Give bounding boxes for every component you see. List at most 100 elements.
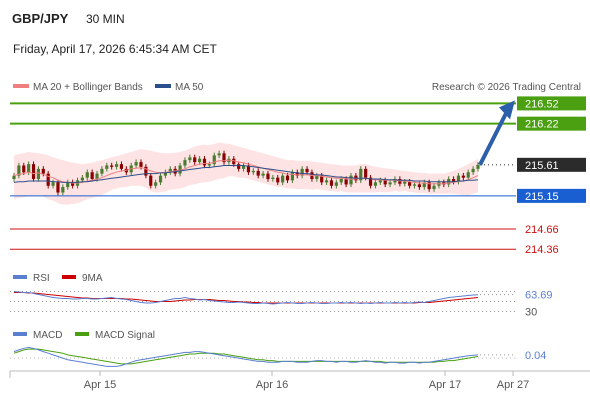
level-label-5: 214.36 bbox=[525, 244, 559, 256]
legend-label-rsi: RSI bbox=[33, 273, 50, 284]
candle-51 bbox=[261, 170, 265, 179]
candle-94 bbox=[471, 166, 475, 175]
candle-37 bbox=[193, 154, 197, 165]
macd-signal-line bbox=[13, 348, 479, 365]
arrow-head bbox=[499, 100, 515, 120]
macd-panel: 0.04 bbox=[10, 346, 546, 367]
price-levels: 216.52 216.22 215.61 215.15 214.66 214.36 bbox=[10, 96, 586, 256]
x-tick-label-3: Apr 27 bbox=[497, 379, 529, 391]
credit-text: Research © 2026 Trading Central bbox=[432, 82, 581, 93]
rsi-level-label-0: 63.69 bbox=[525, 290, 553, 302]
candle-20 bbox=[110, 162, 114, 170]
candle-32 bbox=[168, 166, 172, 175]
candle-42 bbox=[217, 150, 221, 159]
rsi-panel: 63.69 30 bbox=[10, 290, 553, 319]
candle-43 bbox=[222, 150, 226, 165]
moving-averages bbox=[13, 159, 479, 185]
candle-9 bbox=[56, 179, 60, 196]
x-axis-ticks: Apr 15 Apr 16 Apr 17 Apr 27 bbox=[84, 371, 529, 391]
candle-4 bbox=[31, 161, 36, 182]
x-tick-label-0: Apr 15 bbox=[84, 379, 116, 391]
legend-swatch-rsi-ma bbox=[62, 275, 76, 279]
candle-36 bbox=[188, 154, 192, 163]
candle-53 bbox=[271, 174, 275, 182]
candle-69 bbox=[349, 172, 353, 188]
candle-21 bbox=[114, 161, 119, 170]
legend-swatch-rsi bbox=[13, 275, 27, 279]
candle-54 bbox=[276, 174, 280, 186]
candle-11 bbox=[66, 179, 70, 190]
x-tick-label-1: Apr 16 bbox=[256, 379, 288, 391]
candle-58 bbox=[295, 169, 299, 179]
legend-label-macd-signal: MACD Signal bbox=[95, 330, 155, 341]
level-box-1 bbox=[517, 116, 586, 131]
macd-legend: MACD MACD Signal bbox=[13, 330, 155, 341]
macd-line bbox=[13, 346, 479, 367]
legend-swatch-macd-signal bbox=[75, 332, 89, 336]
level-label-0: 216.52 bbox=[525, 98, 559, 110]
candle-27 bbox=[144, 164, 148, 179]
candle-25 bbox=[134, 159, 138, 169]
timeframe-label: 30 MIN bbox=[86, 12, 125, 26]
legend-swatch-ma20 bbox=[13, 84, 29, 88]
legend-swatch-macd bbox=[13, 332, 27, 336]
candle-30 bbox=[158, 172, 163, 186]
candle-15 bbox=[85, 169, 89, 181]
bollinger-fill bbox=[14, 142, 478, 205]
candle-64 bbox=[324, 177, 329, 186]
candle-18 bbox=[100, 166, 104, 177]
level-label-3: 215.15 bbox=[525, 191, 559, 203]
candle-19 bbox=[105, 162, 109, 172]
level-box-0 bbox=[517, 96, 586, 111]
rsi-line bbox=[13, 291, 479, 305]
candle-73 bbox=[368, 174, 373, 189]
candle-7 bbox=[46, 170, 50, 189]
candle-29 bbox=[154, 179, 158, 189]
candle-16 bbox=[90, 169, 94, 182]
candle-8 bbox=[51, 179, 55, 189]
level-label-1: 216.22 bbox=[525, 119, 559, 131]
legend-label-ma20: MA 20 + Bollinger Bands bbox=[33, 82, 143, 93]
candle-95 bbox=[476, 162, 480, 172]
bollinger-band bbox=[14, 142, 478, 205]
candle-22 bbox=[119, 161, 124, 172]
candle-62 bbox=[315, 172, 319, 182]
ma20-line bbox=[13, 159, 479, 185]
candle-91 bbox=[456, 172, 461, 185]
ma50-line bbox=[13, 165, 479, 183]
rsi-legend: RSI 9MA bbox=[13, 273, 103, 284]
candle-48 bbox=[246, 162, 251, 175]
level-label-4: 214.66 bbox=[525, 224, 559, 236]
candle-67 bbox=[339, 176, 343, 186]
legend-swatch-ma50 bbox=[155, 84, 171, 88]
rsi-level-label-1: 30 bbox=[525, 307, 537, 319]
candle-66 bbox=[334, 179, 338, 189]
x-tick-label-2: Apr 17 bbox=[429, 379, 461, 391]
candle-46 bbox=[237, 161, 241, 172]
candle-93 bbox=[466, 169, 470, 181]
candle-38 bbox=[198, 156, 202, 165]
datetime-label: Friday, April 17, 2026 6:45:34 AM CET bbox=[13, 42, 217, 56]
legend-label-ma50: MA 50 bbox=[175, 82, 204, 93]
candle-92 bbox=[461, 172, 465, 181]
candle-35 bbox=[183, 157, 187, 169]
candle-77 bbox=[388, 179, 392, 188]
candle-5 bbox=[36, 166, 41, 182]
candle-55 bbox=[281, 172, 285, 186]
candle-49 bbox=[251, 168, 255, 175]
forecast-arrow bbox=[478, 100, 515, 166]
candle-28 bbox=[149, 172, 153, 189]
candle-47 bbox=[241, 162, 246, 172]
macd-level-label-0: 0.04 bbox=[525, 350, 546, 362]
level-label-2: 215.61 bbox=[525, 160, 559, 172]
level-box-2 bbox=[517, 157, 586, 172]
candle-1 bbox=[17, 162, 21, 179]
candle-10 bbox=[61, 184, 65, 196]
candle-31 bbox=[163, 169, 168, 179]
candle-65 bbox=[329, 177, 334, 189]
arrow-shaft bbox=[478, 112, 508, 166]
candle-74 bbox=[373, 179, 378, 189]
candle-59 bbox=[300, 166, 304, 179]
candle-34 bbox=[178, 162, 182, 177]
candle-0 bbox=[12, 172, 16, 182]
